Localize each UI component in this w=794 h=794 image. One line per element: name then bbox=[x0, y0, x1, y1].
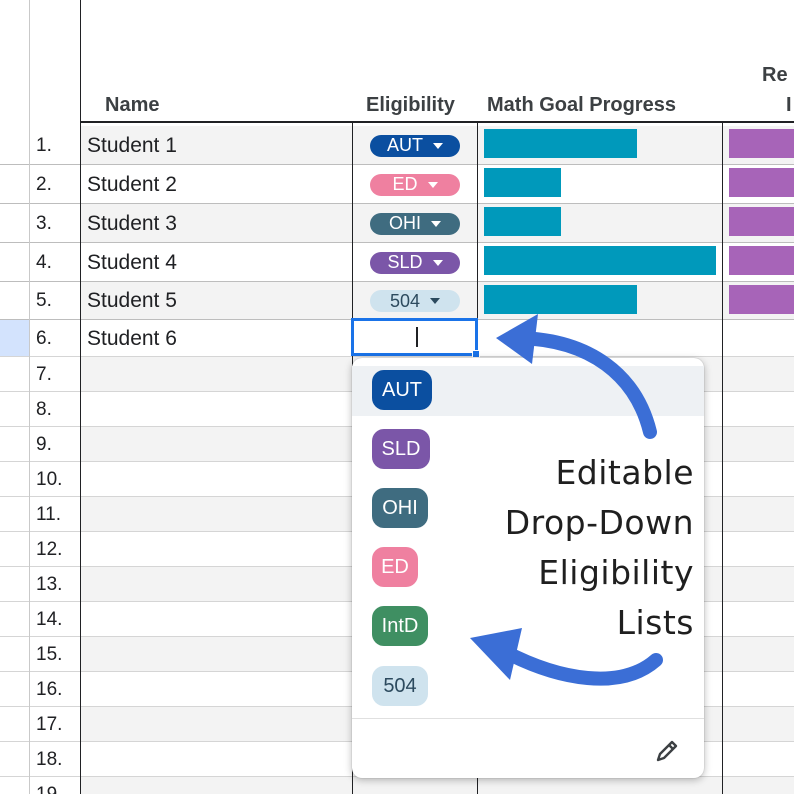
row-line bbox=[0, 281, 794, 282]
dropdown-option[interactable]: IntD bbox=[372, 606, 428, 646]
dropdown-option[interactable]: OHI bbox=[372, 488, 428, 528]
eligibility-chip-label: SLD bbox=[387, 252, 423, 272]
pencil-icon[interactable] bbox=[652, 736, 682, 766]
eligibility-chip-label: 504 bbox=[389, 290, 421, 311]
header-math-goal-progress[interactable]: Math Goal Progress bbox=[487, 94, 676, 116]
row-number: 11. bbox=[36, 503, 62, 525]
eligibility-chip-label: OHI bbox=[388, 213, 421, 233]
row-number: 7. bbox=[36, 363, 52, 385]
row-number: 1. bbox=[36, 134, 52, 156]
selected-eligibility-cell[interactable] bbox=[351, 318, 478, 356]
student-name-cell[interactable]: Student 6 bbox=[87, 326, 177, 350]
dropdown-option[interactable]: 504 bbox=[372, 666, 428, 706]
dropdown-option[interactable]: ED bbox=[372, 547, 418, 587]
reading-progress-bar bbox=[729, 129, 794, 158]
math-progress-bar bbox=[484, 168, 561, 197]
student-name-cell[interactable]: Student 2 bbox=[87, 172, 177, 196]
caption-line-3: Eligibility bbox=[538, 553, 694, 592]
reading-progress-bar bbox=[729, 285, 794, 314]
header-reading-partial-line2: I bbox=[786, 94, 792, 116]
row-line bbox=[0, 203, 794, 204]
row-header-selected-highlight bbox=[0, 320, 30, 356]
eligibility-chip-label: ED bbox=[392, 174, 418, 194]
header-border bbox=[80, 121, 794, 123]
row-number: 19. bbox=[36, 783, 63, 794]
caret-down-icon bbox=[433, 142, 443, 149]
row-number: 5. bbox=[36, 290, 52, 311]
student-name-cell[interactable]: Student 4 bbox=[87, 250, 177, 274]
math-progress-bar bbox=[484, 207, 561, 236]
selection-handle[interactable] bbox=[472, 350, 480, 358]
row-line bbox=[0, 164, 794, 165]
caption-line-1: Editable bbox=[555, 453, 694, 492]
row-number: 15. bbox=[36, 643, 63, 665]
math-progress-bar bbox=[484, 129, 637, 158]
reading-progress-bar bbox=[729, 207, 794, 236]
text-cursor bbox=[416, 327, 418, 347]
math-progress-bar bbox=[484, 285, 637, 314]
dropdown-divider bbox=[352, 718, 704, 719]
eligibility-chip[interactable]: ED bbox=[370, 173, 460, 196]
row-number: 12. bbox=[36, 538, 63, 560]
row-number: 13. bbox=[36, 573, 63, 595]
caption-line-2: Drop-Down bbox=[504, 503, 694, 542]
row-line bbox=[0, 242, 794, 243]
row-number: 3. bbox=[36, 212, 52, 234]
row-number: 8. bbox=[36, 398, 52, 420]
row-number: 17. bbox=[36, 713, 63, 735]
row-number: 4. bbox=[36, 251, 52, 273]
student-name-cell[interactable]: Student 3 bbox=[87, 211, 177, 235]
column-divider-rownum bbox=[80, 0, 81, 794]
student-name-cell[interactable]: Student 5 bbox=[87, 289, 177, 312]
reading-progress-bar bbox=[729, 168, 794, 197]
column-divider-math bbox=[722, 122, 723, 794]
dropdown-option[interactable]: AUT bbox=[372, 370, 432, 410]
header-reading-partial[interactable]: Re bbox=[762, 64, 788, 86]
row-number: 16. bbox=[36, 678, 63, 700]
row-band bbox=[81, 777, 794, 794]
row-number: 6. bbox=[36, 327, 52, 349]
student-name-cell[interactable]: Student 1 bbox=[87, 133, 177, 157]
caret-down-icon bbox=[427, 181, 438, 188]
caret-down-icon bbox=[432, 259, 443, 266]
header-eligibility[interactable]: Eligibility bbox=[366, 94, 455, 116]
reading-progress-bar bbox=[729, 246, 794, 275]
row-number: 2. bbox=[36, 173, 52, 195]
column-divider-left bbox=[29, 0, 30, 794]
row-number: 18. bbox=[36, 748, 63, 770]
dropdown-option[interactable]: SLD bbox=[372, 429, 430, 469]
eligibility-chip[interactable]: SLD bbox=[370, 251, 460, 274]
row-number: 9. bbox=[36, 433, 52, 455]
header-name[interactable]: Name bbox=[105, 94, 160, 116]
row-number: 10. bbox=[36, 468, 63, 490]
caret-down-icon bbox=[431, 220, 441, 227]
row-number: 14. bbox=[36, 608, 63, 630]
eligibility-chip[interactable]: AUT bbox=[370, 134, 460, 157]
eligibility-chip[interactable]: 504 bbox=[370, 290, 460, 312]
math-progress-bar bbox=[484, 246, 716, 275]
eligibility-chip[interactable]: OHI bbox=[370, 212, 460, 235]
eligibility-chip-label: AUT bbox=[387, 135, 423, 155]
row-line bbox=[0, 356, 794, 357]
caption-line-4: Lists bbox=[616, 603, 694, 642]
caret-down-icon bbox=[430, 298, 441, 304]
